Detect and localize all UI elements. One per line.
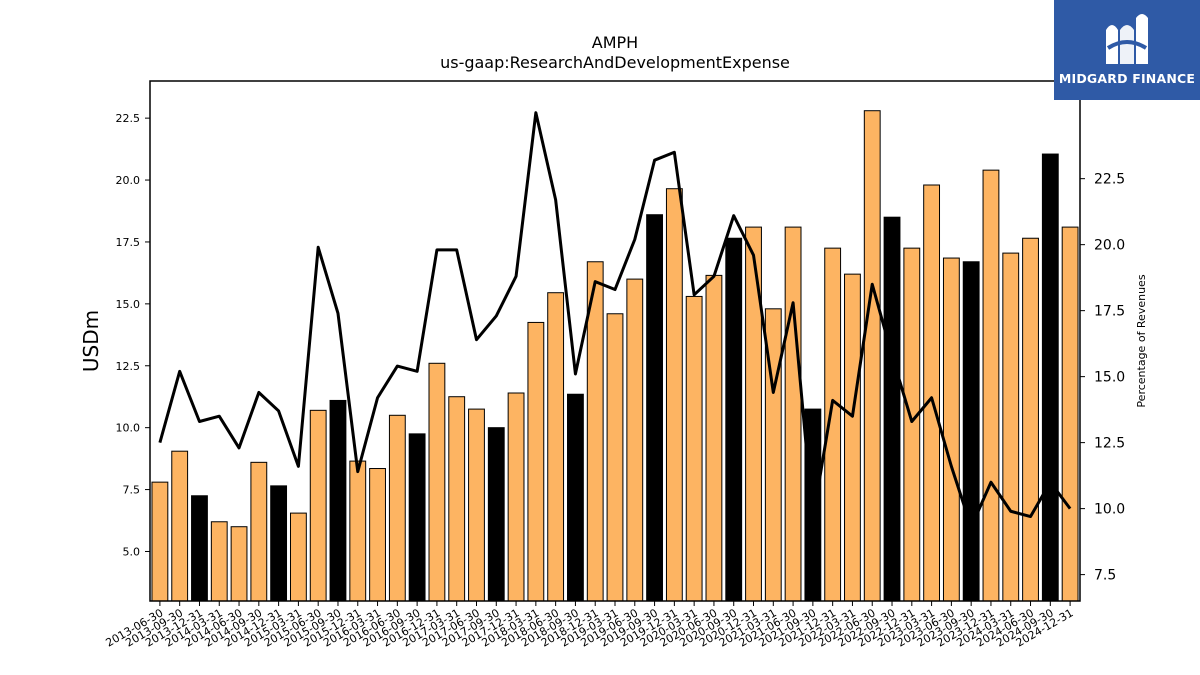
y-tick-label-right: 12.5 <box>1094 436 1125 452</box>
bar <box>270 485 288 602</box>
line-group <box>158 111 1072 529</box>
bar <box>903 247 921 602</box>
bar <box>448 396 466 602</box>
y-tick-label-left: 20.0 <box>116 174 141 187</box>
bar <box>665 188 683 602</box>
y-axis-label-left: USDm <box>79 310 103 372</box>
bar <box>468 408 485 602</box>
bar <box>646 214 663 602</box>
midgard-m-icon <box>1106 14 1148 64</box>
bar <box>527 321 545 602</box>
percentage-line <box>158 111 1072 529</box>
bar <box>942 257 960 602</box>
bar <box>388 414 406 602</box>
bar <box>507 392 525 602</box>
y-tick-label-right: 10.0 <box>1094 502 1125 518</box>
bar <box>191 495 208 602</box>
bar <box>547 292 565 602</box>
bar <box>1022 237 1039 602</box>
y-tick-label-left: 10.0 <box>116 422 141 435</box>
bar <box>863 110 881 602</box>
bar <box>151 481 169 602</box>
y-tick-label-left: 22.5 <box>116 112 141 125</box>
bar <box>705 274 723 602</box>
y-tick-label-right: 20.0 <box>1094 238 1125 254</box>
bar <box>626 278 644 602</box>
axes-group: 5.0 7.5 10.0 12.5 15.0 17.5 20.0 22.5 7.5 10.0 12.… <box>104 80 1125 650</box>
bar <box>329 399 347 602</box>
bar <box>844 273 861 602</box>
brand-name: MIDGARD FINANCE <box>1058 71 1196 86</box>
bar <box>1002 252 1020 602</box>
y-tick-label-left: 12.5 <box>116 360 141 373</box>
bar <box>567 393 584 602</box>
bar <box>428 362 446 602</box>
brand-logo: MIDGARD FINANCE <box>1054 0 1200 100</box>
bar <box>250 461 268 602</box>
bar <box>784 226 802 602</box>
y-tick-label-left: 7.5 <box>123 484 141 497</box>
bar <box>982 169 1000 602</box>
y-tick-label-right: 22.5 <box>1094 172 1125 188</box>
bar <box>369 468 386 602</box>
y-tick-label-left: 15.0 <box>116 298 141 311</box>
bar <box>923 184 941 602</box>
bar <box>289 512 307 602</box>
bar <box>606 313 624 602</box>
bar <box>230 526 248 602</box>
bar <box>487 427 505 602</box>
bar <box>1041 153 1059 602</box>
bar <box>1061 226 1079 602</box>
bar <box>210 521 228 602</box>
y-axis-label-right: Percentage of Revenues <box>1135 274 1148 407</box>
bar <box>962 261 980 602</box>
bar <box>408 433 426 602</box>
bar <box>349 460 367 602</box>
y-tick-label-right: 17.5 <box>1094 304 1125 320</box>
bar <box>883 216 901 602</box>
bar <box>685 295 703 602</box>
bar <box>171 450 189 602</box>
bar <box>725 237 743 602</box>
bar <box>309 409 327 602</box>
y-tick-label-left: 17.5 <box>116 236 141 249</box>
chart-title: AMPH <box>592 33 638 52</box>
y-tick-label-left: 5.0 <box>123 545 141 558</box>
chart-subtitle: us-gaap:ResearchAndDevelopmentExpense <box>440 53 790 72</box>
y-tick-label-right: 15.0 <box>1094 370 1125 386</box>
y-tick-label-right: 7.5 <box>1094 568 1116 584</box>
bars-group <box>151 110 1079 602</box>
